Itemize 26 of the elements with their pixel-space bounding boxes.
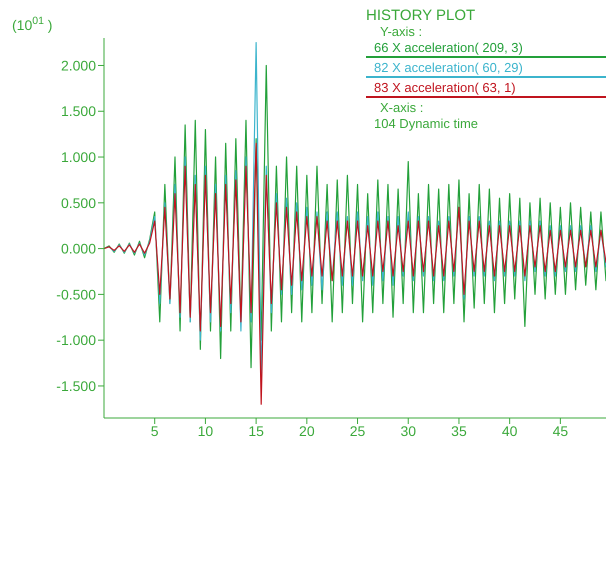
x-tick-label: 25 (350, 422, 366, 439)
x-tick-label: 45 (552, 422, 568, 439)
x-tick-label: 20 (299, 422, 315, 439)
x-tick-label: 40 (502, 422, 518, 439)
x-axis-title: 104 Dynamic time (373, 116, 480, 132)
x-tick-label: 15 (248, 422, 264, 439)
line-series (104, 142, 606, 405)
y-tick-label: 1.500 (60, 103, 96, 120)
x-tick-label: 10 (198, 422, 214, 439)
x-tick-label: 30 (400, 422, 416, 439)
y-axis-title: (10$^{01}$ ) (12, 15, 52, 33)
y-tick-label: -0.500 (56, 286, 96, 302)
text: 82 X acceleration( 60, 29) (366, 60, 606, 78)
legend-title: Y-axis : (379, 24, 424, 40)
text: 83 X acceleration( 63, 1) (366, 80, 606, 98)
x-tick-label: 35 (451, 422, 467, 439)
y-tick-label: 2.000 (60, 57, 96, 74)
text: 66 X acceleration( 209, 3) (366, 40, 606, 58)
x-tick-label: 5 (150, 422, 159, 439)
y-tick-label: -1.500 (56, 378, 96, 394)
y-tick-label: -1.000 (56, 332, 96, 348)
chart-title: HISTORY PLOT (366, 7, 476, 24)
y-tick-label: 1.000 (60, 149, 96, 166)
y-tick-label: 0.500 (60, 194, 96, 211)
y-tick-label: 0.000 (60, 240, 96, 257)
annotation: X-axis : (379, 100, 424, 116)
